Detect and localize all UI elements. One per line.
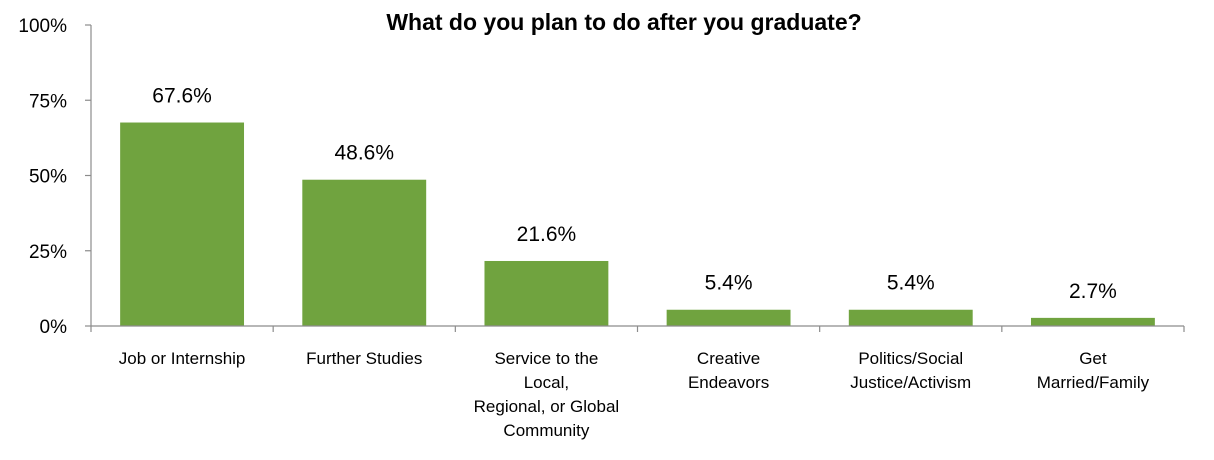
- x-tick-label: Service to the Local, Regional, or Global C…: [474, 349, 620, 440]
- y-tick-label: 50%: [29, 167, 67, 188]
- y-tick-label: 25%: [29, 242, 67, 263]
- bar: [1030, 317, 1155, 326]
- bar: [484, 260, 609, 326]
- y-tick-label: 0%: [40, 317, 68, 338]
- bars: [120, 122, 1155, 326]
- bar: [120, 122, 245, 326]
- data-label: 21.6%: [517, 223, 577, 246]
- data-label: 5.4%: [705, 272, 753, 295]
- y-axis-ticks: 0% 25% 50% 75% 100%: [18, 16, 91, 338]
- data-label: 67.6%: [152, 85, 212, 108]
- x-tick-label: Get Married/Family: [1037, 349, 1150, 392]
- x-tick-label: Creative Endeavors: [688, 349, 769, 392]
- data-label: 5.4%: [887, 272, 935, 295]
- data-label: 2.7%: [1069, 280, 1117, 303]
- x-axis-ticks: Job or Internship Further Studies Service …: [90, 326, 1185, 440]
- data-label: 48.6%: [334, 142, 394, 165]
- y-tick-label: 100%: [18, 16, 67, 37]
- x-tick-label: Politics/Social Justice/Activism: [850, 349, 971, 392]
- bar: [848, 309, 973, 326]
- y-tick-label: 75%: [29, 91, 67, 112]
- bar: [302, 179, 427, 326]
- chart-title: What do you plan to do after you graduat…: [386, 9, 861, 35]
- x-tick-label: Further Studies: [306, 349, 422, 368]
- data-labels: 67.6% 48.6% 21.6% 5.4% 5.4% 2.7%: [152, 85, 1117, 303]
- x-tick-label: Job or Internship: [119, 349, 246, 368]
- bar: [666, 309, 791, 326]
